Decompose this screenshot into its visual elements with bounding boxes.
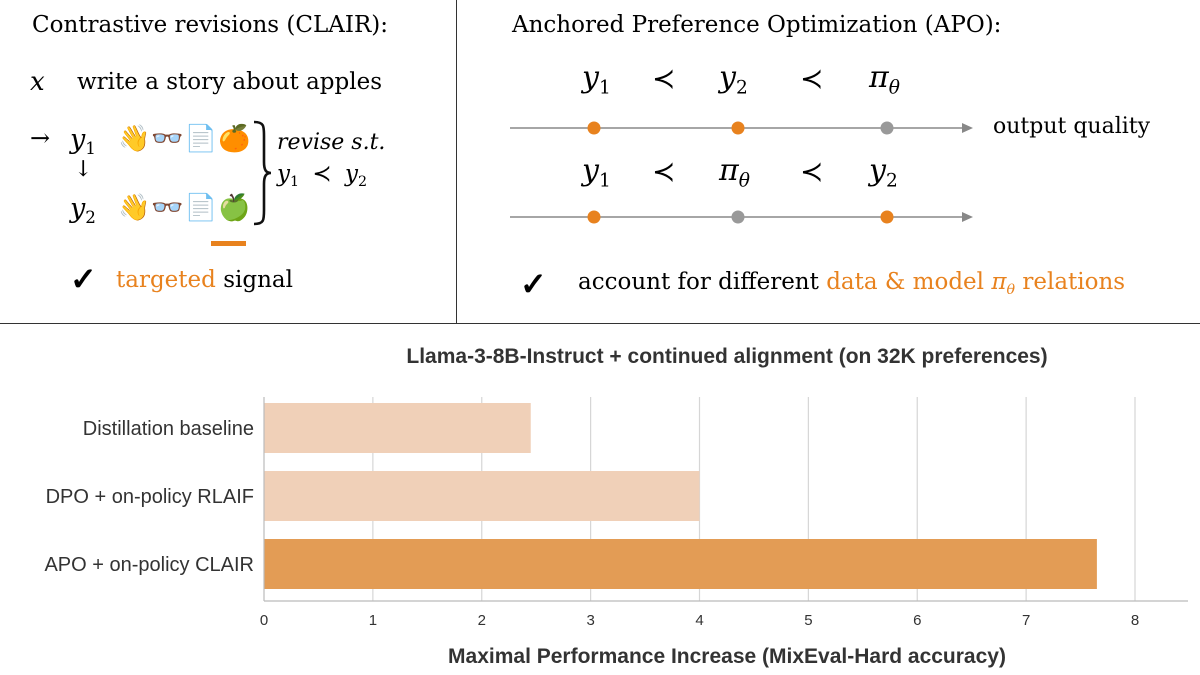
row1-dot-y1 bbox=[587, 121, 601, 135]
row2-dot-y1 bbox=[587, 210, 601, 224]
revise-condition: revise s.t. bbox=[277, 130, 386, 155]
row2-prec-2: ≺ bbox=[800, 155, 824, 188]
bar-0 bbox=[264, 403, 531, 453]
apo-title: Anchored Preference Optimization (APO): bbox=[512, 12, 1002, 38]
check-icon-2: ✓ bbox=[520, 265, 547, 303]
x-tick-label-1: 1 bbox=[369, 612, 377, 629]
check-icon: ✓ bbox=[70, 260, 97, 298]
x-tick-label-8: 8 bbox=[1131, 612, 1139, 629]
horizontal-divider bbox=[0, 323, 1200, 324]
quality-axis-2-arrow bbox=[962, 212, 973, 222]
vertical-divider bbox=[456, 0, 457, 323]
response-y1-emoji: 👋👓📄🍊 bbox=[118, 124, 252, 154]
bar-1 bbox=[264, 471, 700, 521]
row2-dot-pi bbox=[731, 210, 745, 224]
apo-note: account for different data & model πθ re… bbox=[578, 269, 1126, 298]
category-label-0: Distillation baseline bbox=[83, 418, 254, 440]
revise-relation: y1 ≺ y2 bbox=[277, 161, 368, 190]
row2-sym-2: πθ bbox=[719, 153, 750, 192]
row1-sym-2: y2 bbox=[719, 60, 748, 99]
down-arrow-icon: ↓ bbox=[74, 157, 93, 182]
x-axis-label: Maximal Performance Increase (MixEval-Ha… bbox=[448, 645, 1006, 668]
brace-icon bbox=[253, 120, 272, 226]
row2-sym-1: y1 bbox=[582, 153, 611, 192]
row2-dot-y2 bbox=[880, 210, 894, 224]
row1-sym-1: y1 bbox=[582, 60, 611, 99]
row1-dot-y2 bbox=[731, 121, 745, 135]
x-tick-label-6: 6 bbox=[913, 612, 921, 629]
x-tick-label-5: 5 bbox=[804, 612, 812, 629]
row1-sym-3: πθ bbox=[869, 60, 900, 99]
x-tick-label-7: 7 bbox=[1022, 612, 1030, 629]
revision-highlight-bar bbox=[211, 241, 246, 246]
quality-axis-1-arrow bbox=[962, 123, 973, 133]
prompt-variable: x bbox=[30, 67, 45, 97]
bar-2 bbox=[264, 539, 1097, 589]
signal-text: targeted signal bbox=[116, 267, 293, 293]
prompt-text: write a story about apples bbox=[77, 69, 382, 95]
row1-prec-1: ≺ bbox=[652, 62, 676, 95]
row2-prec-1: ≺ bbox=[652, 155, 676, 188]
x-tick-label-3: 3 bbox=[586, 612, 594, 629]
response-y2-emoji: 👋👓📄🍏 bbox=[118, 193, 252, 223]
right-arrow-icon: → bbox=[30, 124, 51, 152]
category-label-1: DPO + on-policy RLAIF bbox=[46, 486, 254, 508]
bar-chart: Llama-3-8B-Instruct + continued alignmen… bbox=[44, 345, 1188, 668]
axis-label: output quality bbox=[993, 114, 1151, 139]
chart-title: Llama-3-8B-Instruct + continued alignmen… bbox=[406, 345, 1047, 368]
row1-prec-2: ≺ bbox=[800, 62, 824, 95]
row2-sym-3: y2 bbox=[869, 153, 898, 192]
x-tick-label-4: 4 bbox=[695, 612, 703, 629]
x-tick-label-2: 2 bbox=[478, 612, 486, 629]
clair-title: Contrastive revisions (CLAIR): bbox=[32, 12, 388, 38]
x-tick-label-0: 0 bbox=[260, 612, 268, 629]
response-y2: y2 bbox=[70, 193, 96, 227]
category-label-2: APO + on-policy CLAIR bbox=[44, 554, 254, 576]
row1-dot-pi bbox=[880, 121, 894, 135]
quality-axes bbox=[510, 121, 973, 224]
response-y1: y1 bbox=[70, 124, 96, 158]
